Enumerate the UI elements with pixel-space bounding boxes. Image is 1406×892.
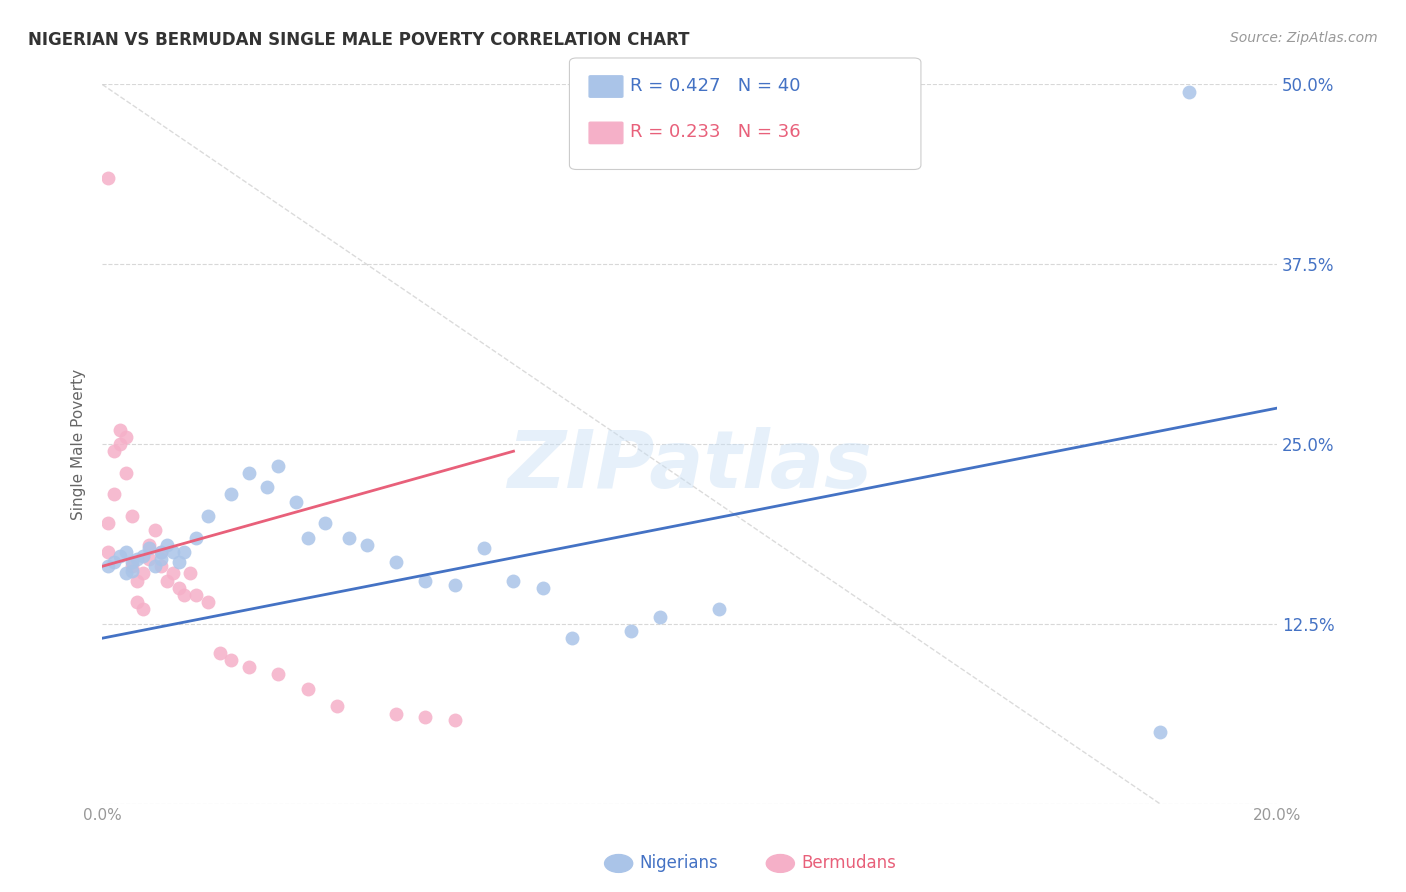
Point: [149, 545, 172, 559]
Point: [132, 566, 155, 581]
Point: [208, 646, 231, 660]
Point: [415, 574, 437, 588]
Point: [108, 549, 131, 564]
Point: [108, 423, 131, 437]
Point: [197, 508, 219, 523]
Point: [256, 480, 278, 494]
Point: [1149, 724, 1171, 739]
Point: [97, 516, 120, 530]
Point: [267, 667, 290, 681]
Point: [356, 538, 378, 552]
Point: [337, 531, 360, 545]
Text: NIGERIAN VS BERMUDAN SINGLE MALE POVERTY CORRELATION CHART: NIGERIAN VS BERMUDAN SINGLE MALE POVERTY…: [28, 31, 689, 49]
Point: [186, 531, 208, 545]
Point: [138, 538, 160, 552]
Y-axis label: Single Male Poverty: Single Male Poverty: [72, 368, 86, 520]
Point: [138, 552, 160, 566]
Point: [121, 559, 143, 574]
Point: [114, 566, 136, 581]
Point: [186, 588, 208, 602]
Point: [143, 524, 166, 538]
Point: [314, 516, 336, 530]
Point: [132, 549, 155, 564]
Point: [127, 552, 149, 566]
Point: [221, 653, 243, 667]
Point: [173, 588, 195, 602]
Point: [127, 595, 149, 609]
Text: R = 0.427   N = 40: R = 0.427 N = 40: [630, 77, 800, 95]
Point: [97, 545, 120, 559]
Point: [167, 555, 190, 569]
Point: [385, 707, 408, 722]
Point: [443, 713, 465, 727]
Point: [502, 574, 524, 588]
Point: [114, 430, 136, 444]
Point: [173, 545, 195, 559]
Point: [297, 531, 319, 545]
Point: [162, 566, 184, 581]
Point: [285, 494, 308, 508]
Point: [415, 710, 437, 724]
Point: [114, 466, 136, 480]
Point: [121, 564, 143, 578]
Point: [326, 698, 349, 713]
Text: Bermudans: Bermudans: [801, 855, 896, 872]
Point: [149, 545, 172, 559]
Point: [531, 581, 554, 595]
Point: [103, 444, 125, 458]
Point: [127, 574, 149, 588]
Point: [156, 574, 179, 588]
Point: [114, 545, 136, 559]
Point: [443, 578, 465, 592]
Point: [143, 559, 166, 574]
Point: [149, 559, 172, 574]
Point: [179, 566, 201, 581]
Point: [121, 508, 143, 523]
Point: [1178, 85, 1201, 99]
Point: [138, 541, 160, 555]
Point: [472, 541, 495, 555]
Point: [162, 545, 184, 559]
Text: Source: ZipAtlas.com: Source: ZipAtlas.com: [1230, 31, 1378, 45]
Text: Nigerians: Nigerians: [640, 855, 718, 872]
Point: [620, 624, 643, 638]
Point: [121, 555, 143, 569]
Point: [267, 458, 290, 473]
Point: [707, 602, 730, 616]
Point: [108, 437, 131, 451]
Point: [385, 555, 408, 569]
Point: [561, 631, 583, 645]
Point: [149, 552, 172, 566]
Point: [97, 170, 120, 185]
Point: [156, 538, 179, 552]
Point: [97, 559, 120, 574]
Point: [197, 595, 219, 609]
Point: [103, 555, 125, 569]
Point: [103, 487, 125, 501]
Point: [221, 487, 243, 501]
Point: [132, 602, 155, 616]
Point: [238, 660, 260, 674]
Point: [297, 681, 319, 696]
Text: ZIPatlas: ZIPatlas: [508, 426, 872, 505]
Point: [167, 581, 190, 595]
Point: [650, 609, 672, 624]
Text: R = 0.233   N = 36: R = 0.233 N = 36: [630, 123, 800, 141]
Point: [238, 466, 260, 480]
